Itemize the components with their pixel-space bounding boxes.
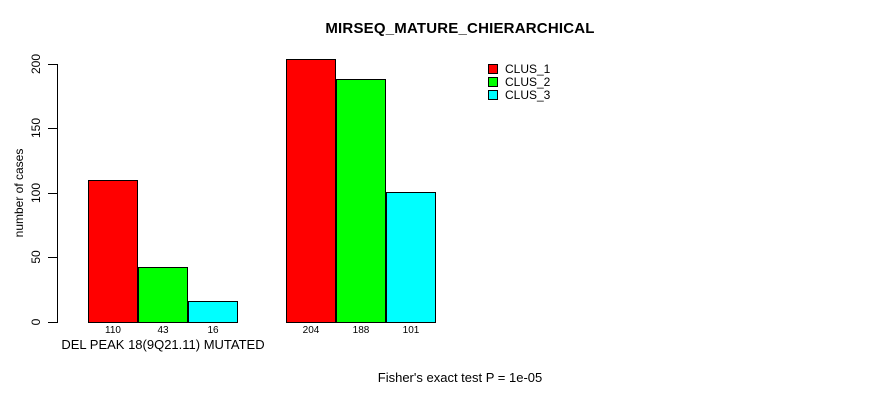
legend-item-clus_3: CLUS_3 <box>488 88 551 102</box>
legend: CLUS_1 CLUS_2 CLUS_3 <box>488 62 551 103</box>
legend-label: CLUS_2 <box>505 75 551 89</box>
bar-clus_1-group1 <box>88 180 138 323</box>
y-axis-tick <box>48 193 58 194</box>
bar-value-label: 110 <box>105 325 121 336</box>
legend-swatch-icon <box>488 90 498 100</box>
bar-value-label: 101 <box>402 325 420 336</box>
legend-label: CLUS_3 <box>505 88 551 102</box>
legend-swatch-icon <box>488 64 498 74</box>
y-axis-tick <box>48 257 58 258</box>
y-axis-tick <box>48 64 58 65</box>
bar-value-label: 204 <box>302 325 320 336</box>
bar-clus_3-group1 <box>188 301 238 323</box>
y-axis-tick <box>48 128 58 129</box>
y-axis-tick-label: 50 <box>29 250 43 264</box>
bar-clus_1-group2 <box>286 59 336 323</box>
legend-item-clus_1: CLUS_1 <box>488 62 551 76</box>
x-group-label: DEL PEAK 18(9Q21.11) MUTATED <box>61 337 265 352</box>
legend-item-clus_2: CLUS_2 <box>488 75 551 89</box>
bar-clus_2-group1 <box>138 267 188 323</box>
legend-label: CLUS_1 <box>505 62 551 76</box>
bar-value-label: 188 <box>352 325 370 336</box>
y-axis-tick-label: 200 <box>29 53 43 75</box>
bar-value-label: 43 <box>157 325 169 336</box>
y-axis-tick <box>48 322 58 323</box>
annotation-text: Fisher's exact test P = 1e-05 <box>377 370 543 385</box>
y-axis-tick-label: 100 <box>29 182 43 204</box>
y-axis-tick-label: 0 <box>29 318 43 326</box>
bar-clus_3-group2 <box>386 192 436 323</box>
bar-clus_2-group2 <box>336 79 386 323</box>
chart-title: MIRSEQ_MATURE_CHIERARCHICAL <box>325 20 595 37</box>
bar-value-label: 16 <box>207 325 219 336</box>
y-axis-label: number of cases <box>12 148 26 238</box>
y-axis-tick-label: 150 <box>29 117 43 139</box>
legend-swatch-icon <box>488 77 498 87</box>
